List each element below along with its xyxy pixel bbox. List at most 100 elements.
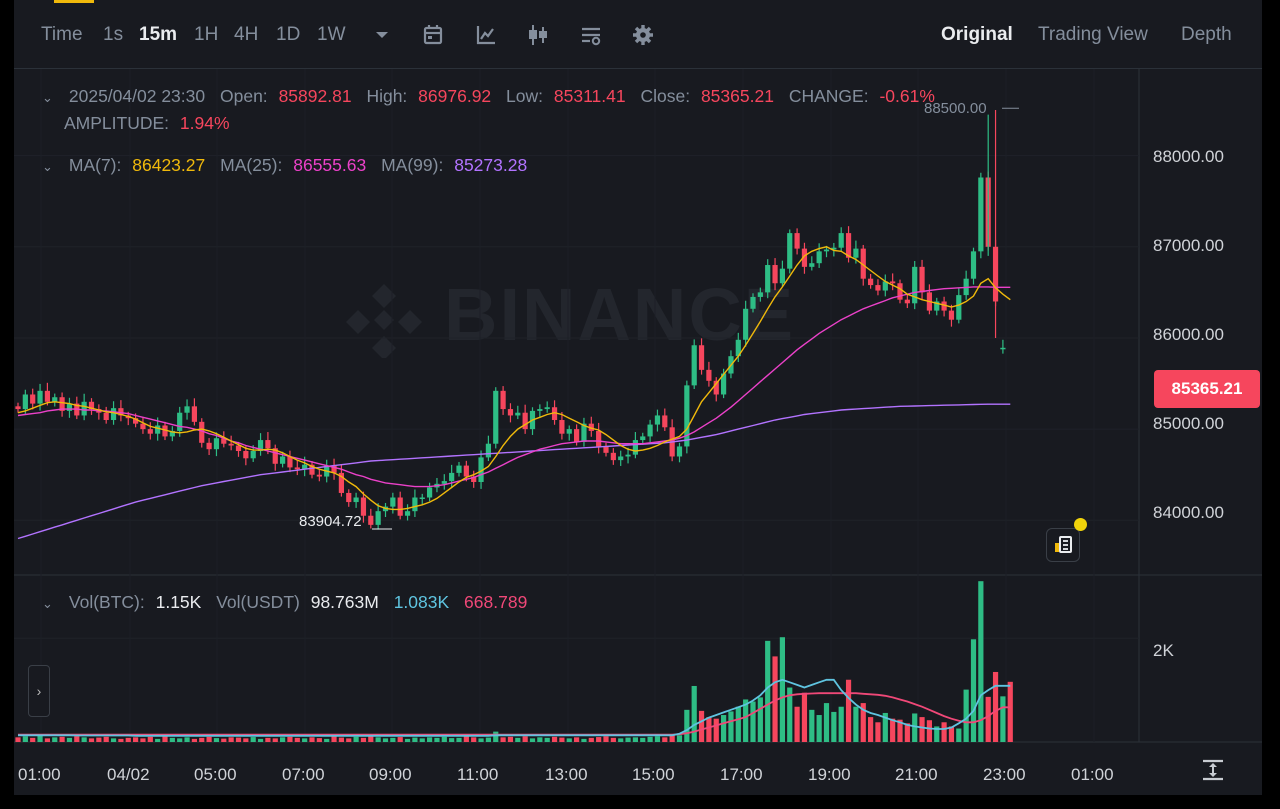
candle-body: [544, 407, 550, 410]
candle-body: [559, 420, 565, 434]
candle-body: [978, 177, 984, 252]
volume-bar: [250, 737, 256, 742]
interval-1h[interactable]: 1H: [194, 24, 219, 45]
candle-date: 2025/04/02 23:30: [68, 86, 206, 106]
price-chart[interactable]: [14, 0, 1262, 795]
view-depth-tab[interactable]: Depth: [1181, 24, 1232, 45]
view-original-tab[interactable]: Original: [941, 24, 1013, 45]
interval-1d[interactable]: 1D: [276, 24, 301, 45]
candle-body: [816, 251, 822, 264]
collapse-chevron-icon[interactable]: ⌄: [42, 159, 53, 174]
candle-body: [493, 390, 499, 444]
volume-bar: [110, 738, 117, 742]
volume-bar: [390, 737, 396, 742]
candle-body: [272, 448, 278, 464]
candle-body: [15, 406, 21, 410]
candle-body: [662, 415, 668, 428]
x-tick-label: 04/02: [107, 765, 150, 784]
binance-watermark: BINANCE: [444, 273, 796, 356]
volume-bar: [750, 701, 756, 742]
candle-body: [228, 443, 234, 446]
candle-body: [632, 440, 638, 455]
x-tick-label: 13:00: [545, 765, 588, 784]
ma99-label: MA(99):: [381, 155, 444, 175]
volume-bar: [59, 736, 65, 742]
volume-bar: [912, 713, 918, 742]
x-tick-label: 05:00: [194, 765, 237, 784]
candle-body: [588, 423, 594, 431]
candle-body: [603, 446, 609, 453]
volume-bar: [375, 737, 381, 742]
amplitude-legend: AMPLITUDE: 1.94%: [64, 113, 230, 134]
volume-bar: [162, 736, 168, 742]
volume-bar: [280, 737, 286, 742]
volume-bar: [184, 737, 190, 742]
interval-1w[interactable]: 1W: [317, 24, 346, 45]
volume-bar: [456, 737, 462, 742]
expand-sidebar-arrow-icon[interactable]: ›: [28, 665, 50, 717]
volume-bar: [471, 737, 477, 742]
candle-body: [133, 418, 139, 424]
interval-15m[interactable]: 15m: [139, 24, 178, 45]
volume-bar: [360, 737, 367, 742]
volume-bar: [632, 737, 638, 742]
calendar-icon[interactable]: [420, 22, 446, 48]
volume-bar: [419, 738, 425, 742]
volume-bar: [772, 656, 778, 742]
fit-screen-icon[interactable]: [1200, 757, 1226, 783]
view-tradingview-tab[interactable]: Trading View: [1038, 24, 1148, 45]
candle-body: [581, 423, 587, 442]
candle-body: [831, 247, 837, 250]
candle-body: [375, 511, 381, 525]
layout-icon[interactable]: [578, 22, 604, 48]
candle-body: [397, 497, 403, 516]
volume-bar: [618, 738, 624, 742]
volume-bar: [507, 736, 514, 742]
collapse-chevron-icon[interactable]: ⌄: [42, 90, 53, 105]
volume-bar: [890, 718, 896, 742]
interval-time[interactable]: Time: [41, 24, 83, 45]
volume-bar: [713, 718, 719, 742]
candle-body: [353, 497, 359, 503]
volume-bar: [610, 737, 616, 742]
volume-bar: [588, 737, 594, 742]
volume-bar: [169, 737, 175, 742]
low-marker-label: 83904.72: [299, 513, 362, 530]
candle-body: [882, 281, 888, 291]
volume-bar: [243, 738, 249, 742]
candle-body: [794, 233, 800, 249]
volume-bar: [449, 738, 455, 742]
volume-bar: [331, 736, 337, 742]
ma7-value: 86423.27: [132, 155, 206, 175]
candle-body: [346, 492, 352, 503]
candle-body: [478, 457, 484, 483]
ma99-value: 85273.28: [454, 155, 528, 175]
candle-body: [250, 451, 256, 459]
volume-bar: [551, 736, 558, 742]
volume-bar: [52, 737, 58, 742]
interval-1s[interactable]: 1s: [103, 24, 124, 45]
close-label: Close:: [640, 86, 691, 106]
volume-bar: [1007, 681, 1013, 742]
indicator-icon[interactable]: [473, 22, 499, 48]
gear-icon[interactable]: [630, 22, 656, 48]
candle-body: [316, 474, 322, 477]
volume-bar: [934, 726, 940, 742]
volume-bar: [860, 703, 866, 742]
chevron-down-icon[interactable]: [369, 22, 395, 48]
volume-bar: [794, 706, 800, 742]
candle-body: [265, 440, 271, 449]
candle-icon[interactable]: [525, 22, 551, 48]
high-label: High:: [366, 86, 408, 106]
candle-body: [868, 278, 874, 286]
news-icon[interactable]: [1046, 528, 1080, 562]
volume-bar: [66, 737, 73, 742]
interval-4h[interactable]: 4H: [234, 24, 259, 45]
x-tick-label: 15:00: [632, 765, 675, 784]
volume-bar: [103, 736, 109, 742]
volume-bar: [882, 712, 888, 742]
candle-body: [44, 390, 50, 402]
volume-bar: [537, 737, 543, 742]
vol-usdt-label: Vol(USDT): [216, 592, 300, 612]
collapse-chevron-icon[interactable]: ⌄: [42, 596, 53, 611]
